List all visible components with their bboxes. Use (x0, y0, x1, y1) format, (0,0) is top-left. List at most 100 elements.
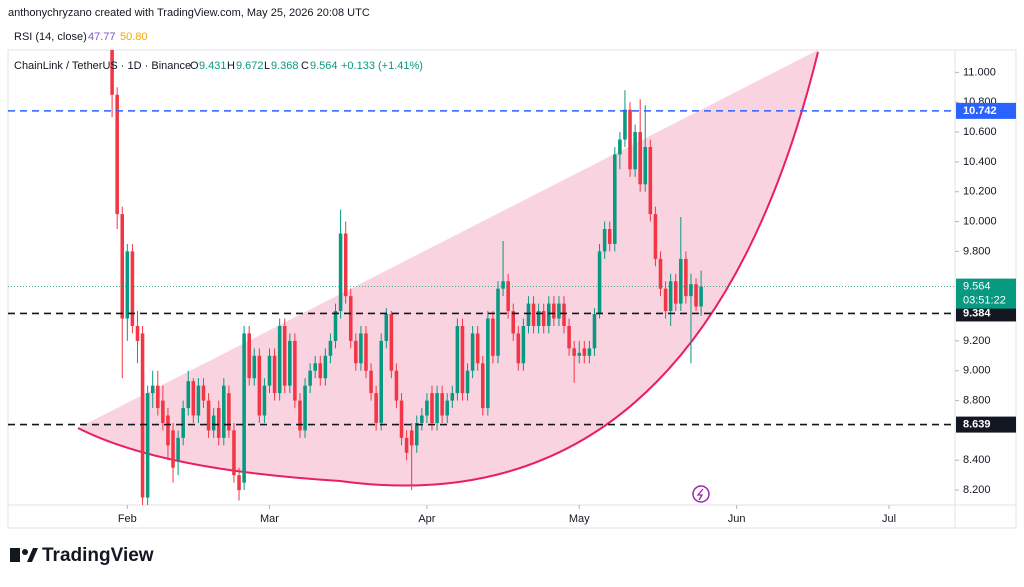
candle-body (475, 333, 480, 364)
candle-body (506, 281, 510, 312)
candle-body (328, 340, 333, 356)
candle-body (298, 400, 302, 431)
candle-body (653, 214, 658, 259)
candle-body (110, 50, 114, 95)
candle-body (191, 381, 196, 416)
price-label-bg (956, 278, 1016, 309)
candle-body (420, 415, 424, 423)
candle-body (338, 233, 343, 312)
candle-body (333, 311, 338, 341)
candle-body (181, 408, 185, 438)
ohlc-key: H (227, 60, 235, 72)
candle-body (648, 146, 653, 215)
level-label: 8.639 (963, 418, 991, 430)
candle-body (359, 333, 363, 364)
candle-body (140, 333, 145, 498)
price-label: 9.564 (963, 281, 991, 293)
ohlc-value: 9.672 (236, 60, 264, 72)
pattern (77, 50, 819, 487)
level-label-bg (956, 416, 1016, 433)
candle-body (404, 437, 409, 453)
candle-body (425, 400, 429, 416)
candle-body (552, 303, 556, 319)
candle-body (206, 400, 211, 431)
candle-body (557, 303, 561, 319)
candle-body (176, 437, 180, 461)
y-tick-label: 10.600 (963, 126, 997, 138)
candle-body (409, 430, 414, 446)
candle-body (531, 303, 536, 326)
candle-body (638, 132, 642, 185)
candle-body (430, 393, 434, 423)
candle-body (567, 325, 571, 349)
indicator-value: 50.80 (120, 31, 148, 43)
candle-body (282, 325, 287, 386)
ohlc-key: L (264, 60, 270, 72)
candle-body (465, 370, 470, 394)
candle-body (679, 258, 683, 304)
candle-body (496, 288, 500, 356)
candle-body (313, 363, 317, 371)
candle-body (521, 325, 526, 364)
ohlc-value: 9.368 (271, 60, 299, 72)
candle-body (607, 229, 612, 244)
indicator-value: 47.77 (88, 31, 116, 43)
candle-body (536, 311, 541, 326)
pattern-area (78, 50, 818, 486)
candle-body (196, 385, 201, 416)
x-tick-label: Jun (728, 513, 746, 525)
candle-body (597, 251, 602, 315)
x-tick-label: Apr (418, 513, 435, 525)
candle-body (293, 340, 297, 401)
candle-body (247, 333, 251, 379)
candle-body (272, 355, 277, 394)
pattern-curve (77, 51, 819, 487)
indicator-name: RSI (14, close) (14, 31, 87, 43)
candle-body (262, 385, 267, 416)
candle-body (491, 318, 495, 356)
y-tick-label: 10.400 (963, 156, 997, 168)
candle-body (394, 370, 399, 401)
candle-body (374, 393, 378, 423)
level-label-bg (956, 305, 1016, 322)
candle-body (348, 296, 353, 341)
candle-body (628, 109, 632, 170)
candle-body (587, 348, 592, 356)
y-tick-label: 9.000 (963, 365, 991, 377)
candle-body (480, 363, 485, 409)
candle-body (526, 303, 531, 326)
candle-body (145, 393, 150, 498)
y-tick-label: 9.800 (963, 245, 991, 257)
candles (110, 50, 703, 505)
ohlc-key: O (190, 60, 199, 72)
candle-body (516, 333, 521, 364)
candle-body (232, 430, 236, 476)
logo-text: TradingView (42, 545, 154, 566)
level-label: 10.742 (963, 105, 997, 117)
candle-body (150, 385, 155, 394)
ohlc-value: 9.564 (310, 60, 338, 72)
candle-body (658, 258, 663, 289)
y-tick-label: 10.000 (963, 215, 997, 227)
event-icon[interactable] (692, 485, 710, 503)
candle-body (663, 288, 668, 312)
candle-body (227, 393, 231, 431)
candle-body (323, 355, 328, 379)
candle-body (455, 325, 460, 394)
candle-body (379, 340, 383, 423)
x-tick-label: May (569, 513, 590, 525)
candle-body (267, 355, 272, 386)
candle-body (222, 385, 226, 438)
candle-body (277, 325, 282, 394)
candle-body (161, 400, 165, 423)
candle-body (252, 355, 257, 379)
candle-body (237, 475, 241, 491)
change: +0.133 (+1.41%) (341, 60, 423, 72)
candle-body (364, 333, 368, 371)
y-tick-label: 8.400 (963, 454, 991, 466)
y-tick-label: 11.000 (963, 66, 996, 78)
candle-body (115, 94, 119, 215)
candle-body (699, 286, 703, 307)
ohlc-value: 9.431 (199, 60, 227, 72)
candle-body (486, 318, 490, 409)
